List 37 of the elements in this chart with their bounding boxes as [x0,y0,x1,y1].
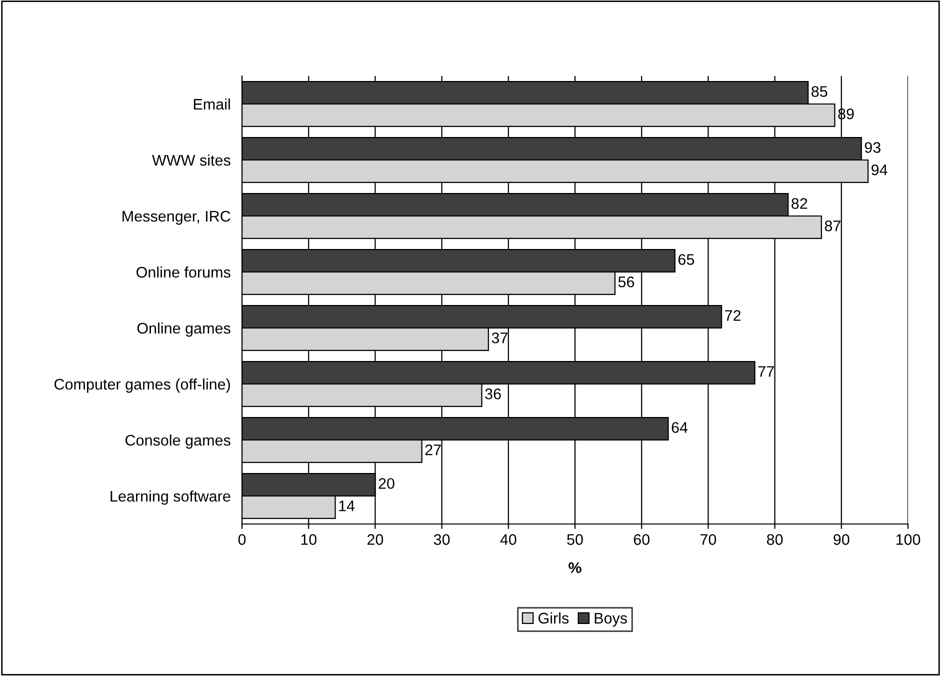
data-label: 94 [872,164,888,176]
data-label: 56 [618,276,634,288]
data-label: 36 [485,388,501,400]
x-tick-label: 60 [634,534,650,545]
y-tick-label: Email [194,98,230,110]
x-tick-label: 0 [238,534,246,545]
x-tick-label: 30 [434,534,450,545]
data-label: 93 [864,142,880,153]
x-tick-label: 100 [896,534,920,545]
y-tick-label: WWW sites [152,154,230,166]
y-tick-label: Learning software [110,490,230,505]
x-axis-title: % [568,562,582,574]
data-label: 85 [812,86,828,97]
y-tick-label: Online games [137,322,230,337]
data-label: 14 [339,500,355,512]
data-label: 65 [678,254,694,265]
y-tick-label: Console games [126,434,230,449]
legend-label: Boys [594,612,627,627]
data-label: 82 [792,198,808,209]
y-tick-label: Online forums [136,266,230,278]
data-label: 64 [672,422,688,433]
data-label: 27 [425,444,441,456]
x-tick-label: 70 [700,534,716,545]
data-label: 72 [725,310,741,321]
x-tick-label: 90 [834,534,850,545]
y-tick-label: Messenger, IRC [122,210,230,225]
x-tick-label: 10 [301,534,316,545]
y-tick-label: Computer games (off-line) [54,378,230,393]
legend-label: Girls [538,612,569,624]
data-label: 20 [378,478,394,489]
data-label: 77 [758,366,774,377]
x-tick-label: 50 [567,534,583,545]
x-tick-label: 20 [367,534,384,545]
data-label: 87 [824,220,840,232]
data-label: 37 [492,332,508,344]
x-tick-label: 40 [500,534,516,545]
x-tick-label: 80 [766,534,783,545]
